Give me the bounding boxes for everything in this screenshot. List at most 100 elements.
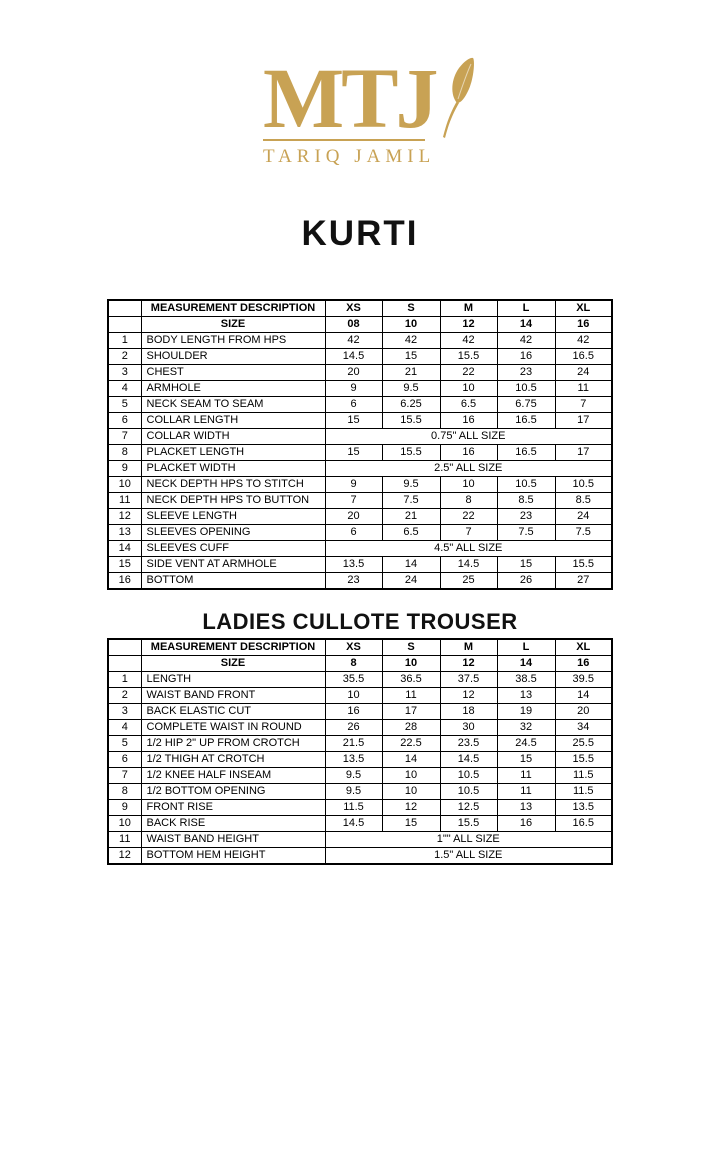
measurement-value-cell: 42 [554, 332, 613, 349]
measurement-value-cell: 12.5 [439, 799, 498, 816]
measurement-value-cell: 16.5 [496, 444, 556, 461]
table-row: 7 COLLAR WIDTH 0.75" ALL SIZE [107, 428, 613, 445]
measurement-value-cell: 10 [381, 767, 441, 784]
measurement-value-cell: 19 [496, 703, 556, 720]
measurement-description-cell: FRONT RISE [140, 799, 326, 816]
table-row: 6 COLLAR LENGTH 15 15.5 16 16.5 17 [107, 412, 613, 429]
measurement-value-cell: 17 [554, 444, 613, 461]
description-header-cell: MEASUREMENT DESCRIPTION [140, 299, 326, 317]
measurement-value-cell: 10 [324, 687, 383, 704]
measurement-value-cell: 16 [496, 348, 556, 365]
measurement-value-cell: 25.5 [554, 735, 613, 752]
row-number-cell: 10 [107, 476, 142, 493]
measurement-value-cell: 39.5 [554, 671, 613, 688]
size-value-cell: 10 [381, 655, 441, 672]
measurement-description-cell: ARMHOLE [140, 380, 326, 397]
measurement-description-cell: SLEEVE LENGTH [140, 508, 326, 525]
measurement-value-cell: 10 [381, 783, 441, 800]
measurement-value-cell: 13.5 [324, 751, 383, 768]
measurement-value-cell: 8 [439, 492, 498, 509]
measurement-value-cell: 42 [324, 332, 383, 349]
measurement-description-cell: WAIST BAND HEIGHT [140, 831, 326, 848]
trouser-title: LADIES CULLOTE TROUSER [202, 609, 518, 634]
row-number-cell: 7 [107, 428, 142, 445]
table-row: 7 1/2 KNEE HALF INSEAM 9.5 10 10.5 11 11.5 [107, 767, 613, 784]
measurement-value-cell: 16.5 [554, 348, 613, 365]
table-header-row: MEASUREMENT DESCRIPTION XS S M L XL [107, 638, 613, 656]
size-header-cell: XL [554, 638, 613, 656]
measurement-description-cell: SHOULDER [140, 348, 326, 365]
row-number-cell: 4 [107, 719, 142, 736]
table-row: 3 BACK ELASTIC CUT 16 17 18 19 20 [107, 703, 613, 720]
trouser-size-table: MEASUREMENT DESCRIPTION XS S M L XL SIZE 8 10 12 1… [107, 638, 613, 865]
table-row: 5 1/2 HIP 2" UP FROM CROTCH 21.5 22.5 23.5 24… [107, 735, 613, 752]
measurement-value-cell: 22 [439, 364, 498, 381]
measurement-value-cell: 16 [324, 703, 383, 720]
measurement-value-cell: 17 [381, 703, 441, 720]
measurement-value-cell: 14 [381, 751, 441, 768]
measurement-value-cell: 7.5 [554, 524, 613, 541]
row-number-cell: 3 [107, 703, 142, 720]
table-header-row: MEASUREMENT DESCRIPTION XS S M L XL [107, 299, 613, 317]
measurement-value-cell: 15 [496, 556, 556, 573]
measurement-value-cell: 9.5 [324, 767, 383, 784]
size-value-cell: 10 [381, 316, 441, 333]
size-label-cell: SIZE [140, 655, 326, 672]
measurement-value-cell: 16 [439, 444, 498, 461]
measurement-description-cell: NECK DEPTH HPS TO STITCH [140, 476, 326, 493]
table-row: 4 COMPLETE WAIST IN ROUND 26 28 30 32 34 [107, 719, 613, 736]
size-value-cell: 16 [554, 316, 613, 333]
measurement-value-cell: 7 [554, 396, 613, 413]
measurement-value-cell: 13 [496, 687, 556, 704]
measurement-value-cell: 16.5 [496, 412, 556, 429]
measurement-value-cell: 6 [324, 396, 383, 413]
row-number-cell: 16 [107, 572, 142, 590]
measurement-description-cell: SIDE VENT AT ARMHOLE [140, 556, 326, 573]
measurement-value-cell: 15 [324, 444, 383, 461]
row-number-cell: 15 [107, 556, 142, 573]
measurement-value-cell: 21 [381, 508, 441, 525]
brand-logo: MTJ TARIQ JAMIL [263, 54, 474, 168]
logo-brand-name: TARIQ JAMIL [263, 146, 436, 167]
measurement-value-cell: 23.5 [439, 735, 498, 752]
measurement-value-cell: 30 [439, 719, 498, 736]
measurement-value-cell: 15 [381, 815, 441, 832]
measurement-value-cell: 11.5 [554, 767, 613, 784]
measurement-value-cell: 11 [381, 687, 441, 704]
size-value-cell: 12 [439, 316, 498, 333]
table-row: 6 1/2 THIGH AT CROTCH 13.5 14 14.5 15 15.5 [107, 751, 613, 768]
measurement-value-cell: 24.5 [496, 735, 556, 752]
measurement-value-cell: 15.5 [381, 444, 441, 461]
row-number-cell: 14 [107, 540, 142, 557]
kurti-title: KURTI [301, 214, 419, 253]
measurement-value-cell: 21 [381, 364, 441, 381]
size-header-cell: S [381, 299, 441, 317]
measurement-description-cell: COLLAR LENGTH [140, 412, 326, 429]
measurement-value-cell: 11.5 [324, 799, 383, 816]
table-row: 8 PLACKET LENGTH 15 15.5 16 16.5 17 [107, 444, 613, 461]
measurement-description-cell: COMPLETE WAIST IN ROUND [140, 719, 326, 736]
row-number-cell: 3 [107, 364, 142, 381]
row-number-cell: 12 [107, 847, 142, 865]
measurement-description-cell: SLEEVES CUFF [140, 540, 326, 557]
measurement-description-cell: PLACKET LENGTH [140, 444, 326, 461]
measurement-value-cell: 10.5 [496, 380, 556, 397]
table-row: 9 PLACKET WIDTH 2.5" ALL SIZE [107, 460, 613, 477]
logo-underline [263, 139, 425, 141]
row-number-cell: 7 [107, 767, 142, 784]
kurti-size-table: MEASUREMENT DESCRIPTION XS S M L XL SIZE 08 10 12… [107, 299, 613, 590]
measurement-value-cell: 14 [554, 687, 613, 704]
measurement-value-cell: 28 [381, 719, 441, 736]
row-number-cell [107, 638, 142, 656]
measurement-description-cell: NECK SEAM TO SEAM [140, 396, 326, 413]
table-row: 11 WAIST BAND HEIGHT 1"" ALL SIZE [107, 831, 613, 848]
table-row: 10 NECK DEPTH HPS TO STITCH 9 9.5 10 10.5 10.5 [107, 476, 613, 493]
all-size-span-cell: 2.5" ALL SIZE [324, 460, 613, 477]
measurement-description-cell: BACK RISE [140, 815, 326, 832]
measurement-value-cell: 20 [324, 364, 383, 381]
measurement-value-cell: 26 [324, 719, 383, 736]
measurement-value-cell: 6.25 [381, 396, 441, 413]
size-value-cell: 12 [439, 655, 498, 672]
measurement-value-cell: 38.5 [496, 671, 556, 688]
size-label-cell: SIZE [140, 316, 326, 333]
